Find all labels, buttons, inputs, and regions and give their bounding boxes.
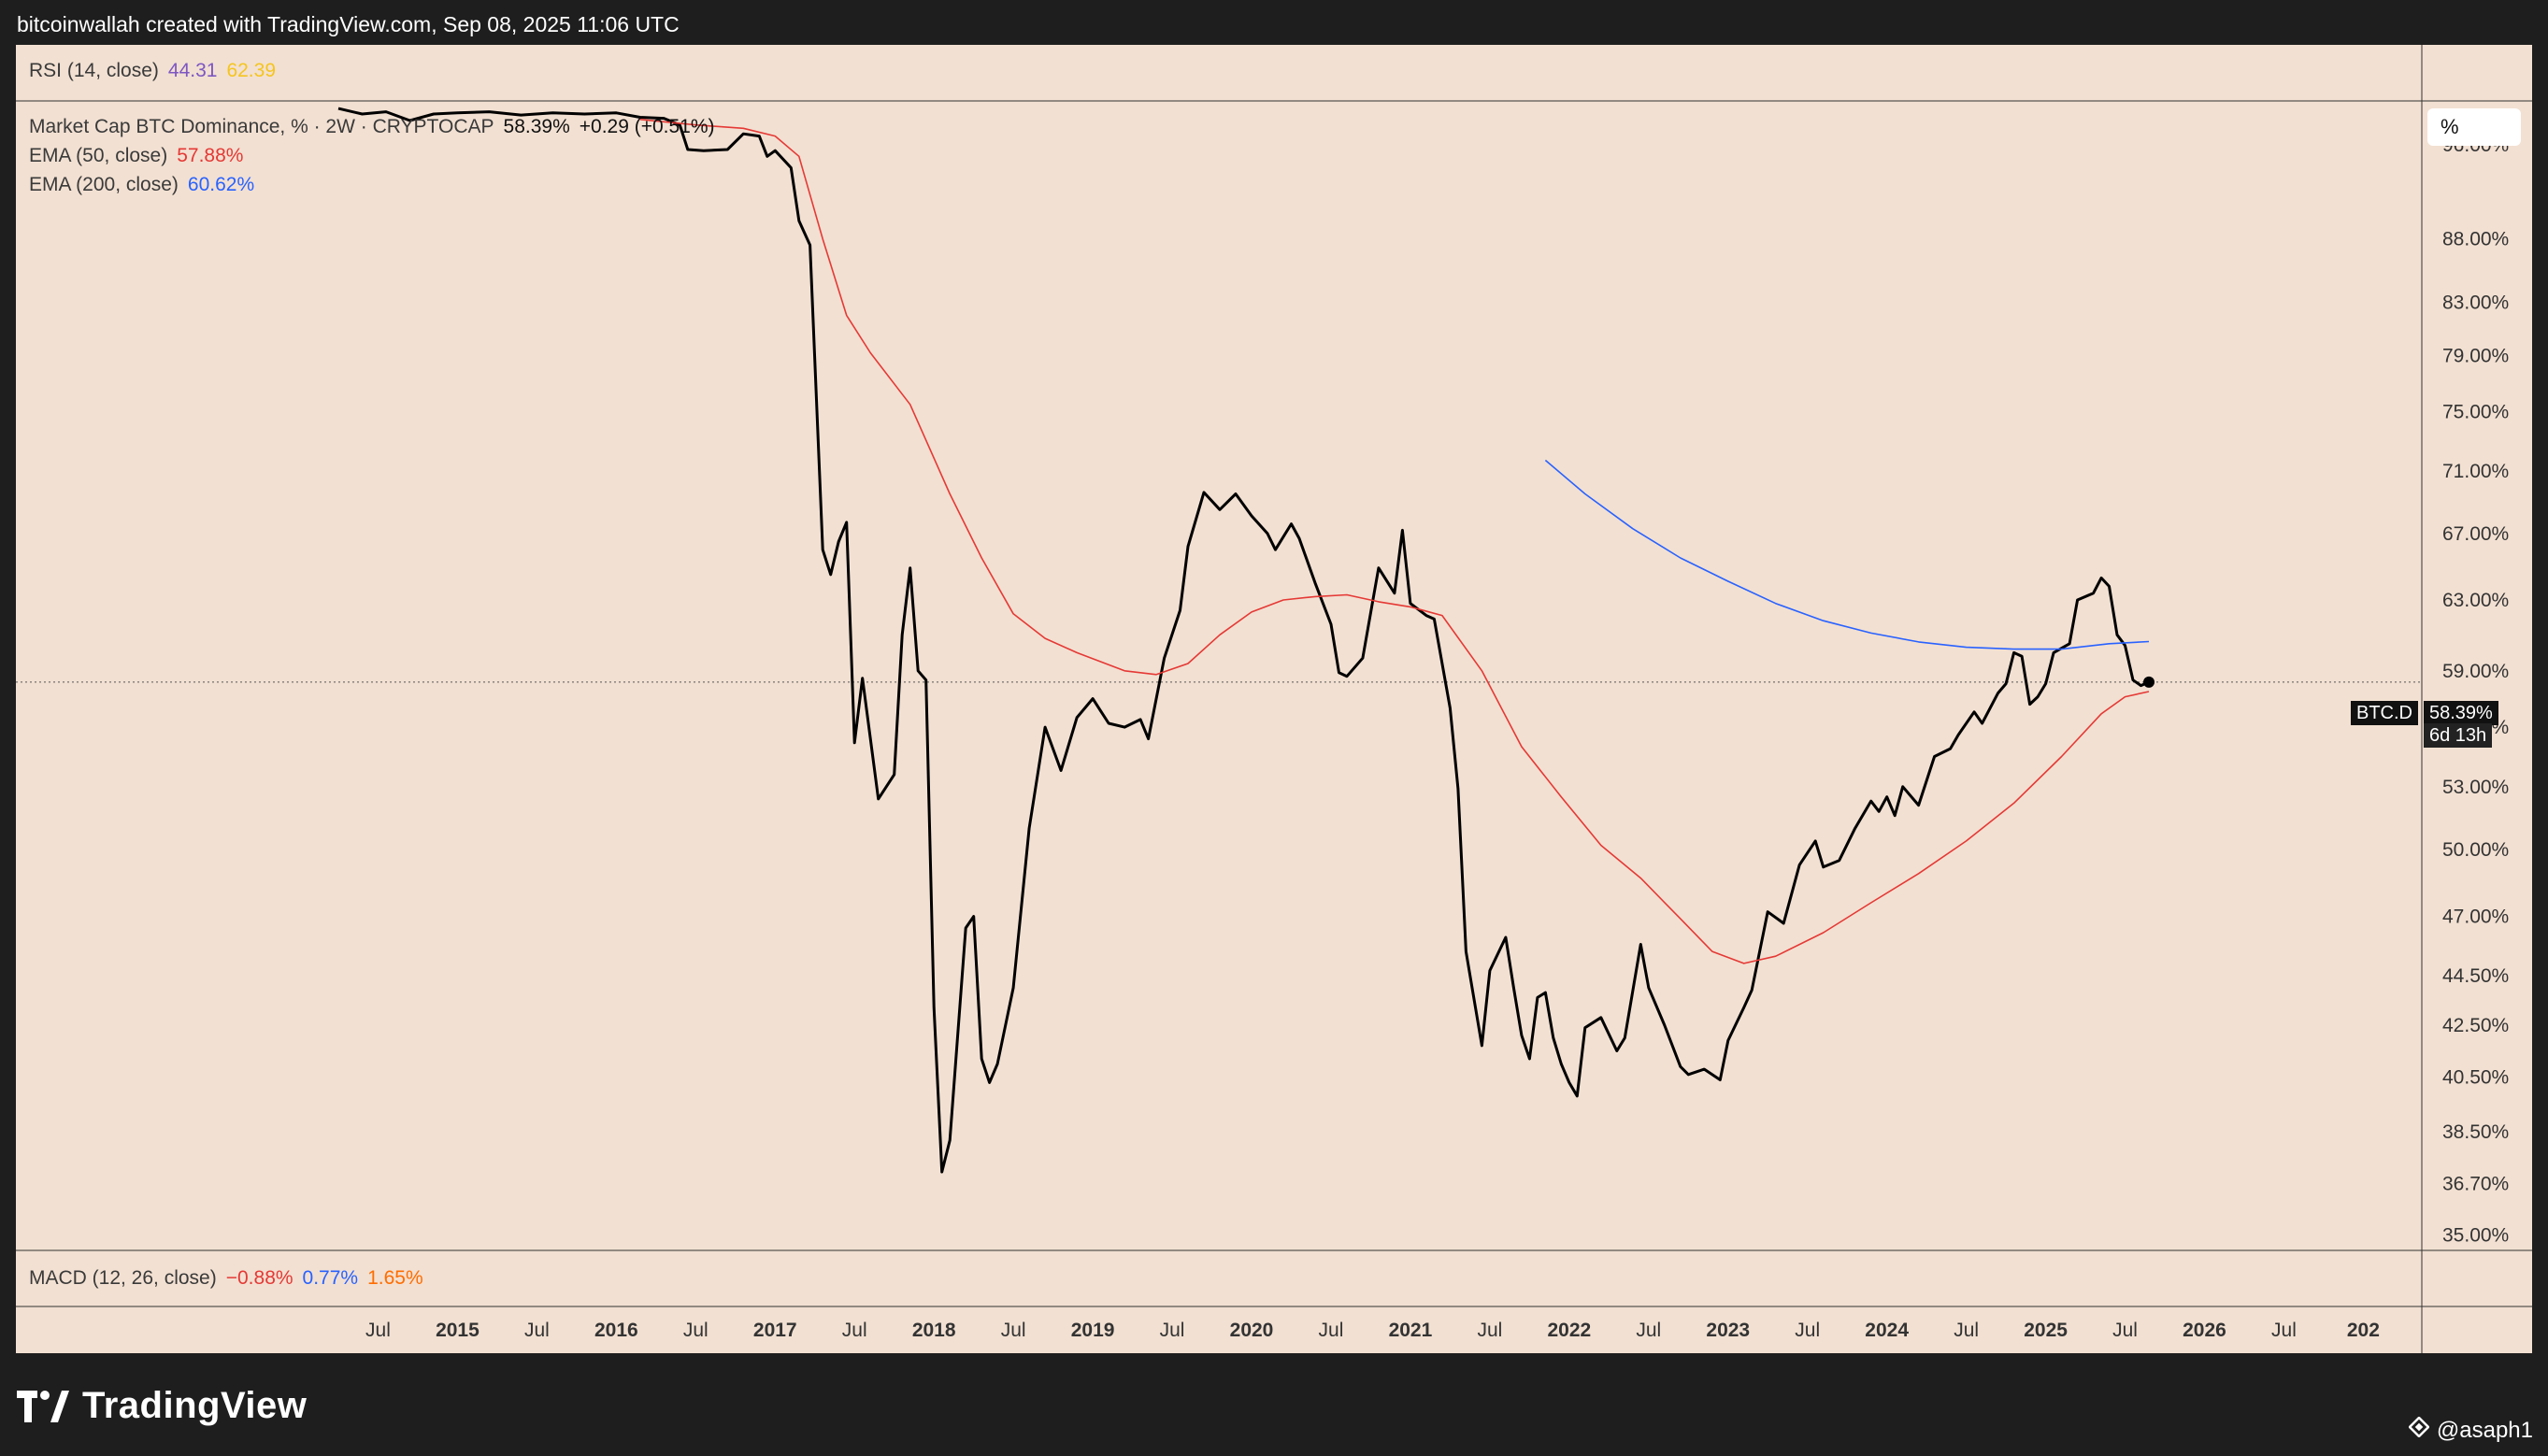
tradingview-logo[interactable]: TradingView [17,1385,307,1427]
binance-icon [2408,1416,2430,1444]
macd-value-1: −0.88% [225,1267,293,1289]
x-tick-label: Jul [683,1320,709,1341]
x-tick-label: 2016 [594,1320,638,1341]
y-tick-label: 47.00% [2442,906,2509,928]
x-tick-label: 2018 [912,1320,956,1341]
x-tick-label: 2021 [1389,1320,1433,1341]
attribution-bar: bitcoinwallah created with TradingView.c… [0,0,2548,47]
percent-scale-button[interactable]: % [2427,108,2521,146]
main-series-value: 58.39% [503,116,570,137]
rsi-value-1: 44.31 [167,60,218,81]
x-tick-label: Jul [1319,1320,1344,1341]
ema200-value: 60.62% [187,174,255,195]
chart-panel[interactable]: 96.00%88.00%83.00%79.00%75.00%71.00%67.0… [16,45,2532,1353]
x-tick-label: Jul [1160,1320,1185,1341]
y-tick-label: 36.70% [2442,1174,2509,1195]
ema200-label: EMA (200, close) [29,174,179,195]
y-tick-label: 63.00% [2442,590,2509,611]
y-tick-label: 50.00% [2442,839,2509,861]
y-tick-label: 38.50% [2442,1121,2509,1143]
y-tick-label: 35.00% [2442,1224,2509,1246]
x-tick-label: Jul [2112,1320,2138,1341]
y-tick-label: 42.50% [2442,1015,2509,1036]
x-tick-label: 2025 [2024,1320,2068,1341]
rsi-legend: RSI (14, close) 44.31 62.39 [29,60,276,82]
x-tick-label: 2017 [753,1320,797,1341]
macd-label: MACD (12, 26, close) [29,1267,217,1289]
ema200-legend: EMA (200, close) 60.62% [29,174,254,196]
y-tick-label: 71.00% [2442,461,2509,482]
ema50-value: 57.88% [177,145,244,166]
x-tick-label: Jul [1795,1320,1820,1341]
x-tick-label: Jul [1001,1320,1026,1341]
x-tick-label: 2019 [1071,1320,1115,1341]
footer: TradingView @asaph1 [0,1353,2548,1456]
x-tick-label: Jul [2271,1320,2297,1341]
x-tick-label: 2015 [436,1320,480,1341]
ema50-label: EMA (50, close) [29,145,168,166]
x-tick-label: Jul [842,1320,867,1341]
main-series-change: +0.29 (+0.51%) [579,116,715,137]
y-tick-label: 67.00% [2442,523,2509,545]
chart-svg[interactable]: 96.00%88.00%83.00%79.00%75.00%71.00%67.0… [16,45,2532,1353]
x-tick-label: 2026 [2183,1320,2226,1341]
countdown-tag: 6d 13h [2424,723,2493,748]
x-tick-label: 2024 [1865,1320,1909,1341]
x-tick-label: 202 [2347,1320,2380,1341]
macd-legend: MACD (12, 26, close) −0.88% 0.77% 1.65% [29,1267,423,1290]
y-tick-label: 79.00% [2442,345,2509,366]
macd-value-2: 0.77% [302,1267,359,1289]
ema50-legend: EMA (50, close) 57.88% [29,145,243,167]
x-tick-label: Jul [524,1320,550,1341]
author-handle-text: @asaph1 [2436,1417,2533,1443]
main-series-label: Market Cap BTC Dominance, % · 2W · CRYPT… [29,116,494,137]
x-tick-label: Jul [1477,1320,1502,1341]
attribution-text: bitcoinwallah created with TradingView.c… [17,12,680,36]
y-tick-label: 88.00% [2442,229,2509,250]
symbol-tag: BTC.D [2351,701,2418,725]
main-legend: Market Cap BTC Dominance, % · 2W · CRYPT… [29,116,715,138]
tradingview-logo-icon [17,1390,69,1422]
tradingview-logo-text: TradingView [82,1385,308,1426]
author-handle[interactable]: @asaph1 [2408,1416,2533,1444]
y-tick-label: 75.00% [2442,401,2509,422]
x-tick-label: 2022 [1547,1320,1591,1341]
x-tick-label: Jul [365,1320,391,1341]
x-tick-label: 2020 [1230,1320,1274,1341]
rsi-label: RSI (14, close) [29,60,159,81]
series-line-btc-d [337,107,2150,1174]
series-line-ema-50-close- [639,119,2150,964]
y-tick-label: 40.50% [2442,1067,2509,1089]
y-tick-label: 83.00% [2442,292,2509,313]
macd-value-3: 1.65% [367,1267,423,1289]
x-tick-label: Jul [1954,1320,1979,1341]
price-tag: 58.39% [2424,701,2498,725]
y-tick-label: 53.00% [2442,777,2509,798]
x-tick-label: 2023 [1706,1320,1750,1341]
y-tick-label: 59.00% [2442,661,2509,682]
rsi-value-2: 62.39 [226,60,277,81]
x-tick-label: Jul [1636,1320,1661,1341]
y-tick-label: 44.50% [2442,965,2509,987]
last-value-marker [2143,676,2155,688]
series-line-ema-200-close- [1544,459,2150,650]
